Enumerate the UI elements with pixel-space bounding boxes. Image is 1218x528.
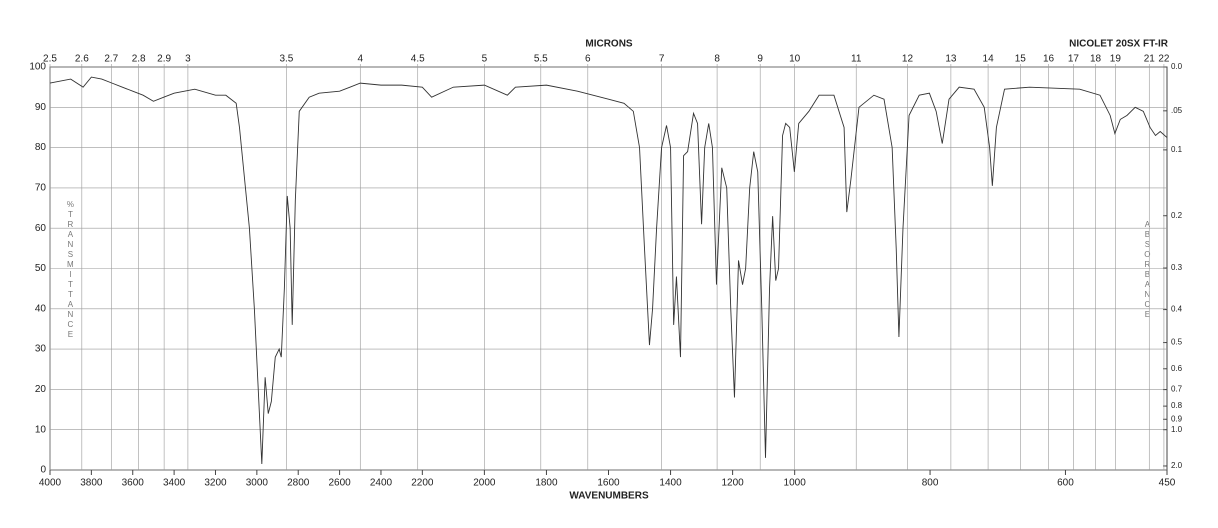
x2-tick-label: 4.5 [411, 54, 425, 65]
y2-tick-label: 0.8 [1171, 401, 1183, 410]
x-tick-label: 2800 [287, 478, 310, 489]
y2-tick-label: .05 [1171, 106, 1183, 115]
x2-tick-label: 2.8 [132, 54, 146, 65]
y-tick-label: 20 [35, 384, 47, 395]
x2-tick-label: 19 [1110, 54, 1122, 65]
instrument-label: NICOLET 20SX FT-IR [1069, 39, 1169, 50]
y-tick-label: 60 [35, 223, 47, 234]
y-tick-label: 70 [35, 183, 47, 194]
y-tick-label: 30 [35, 344, 47, 355]
x2-tick-label: 2.9 [157, 54, 171, 65]
x-tick-label: 3800 [80, 478, 103, 489]
y2-tick-label: 0.3 [1171, 263, 1183, 272]
y-tick-label: 100 [29, 62, 46, 73]
x2-tick-label: 4 [357, 54, 363, 65]
y2-tick-label: 0.1 [1171, 145, 1183, 154]
x-tick-label: 3000 [246, 478, 269, 489]
y2-tick-label: 2.0 [1171, 461, 1183, 470]
x2-tick-label: 8 [714, 54, 720, 65]
x-tick-label: 3600 [122, 478, 145, 489]
x2-tick-label: 3 [185, 54, 191, 65]
y-tick-label: 50 [35, 263, 47, 274]
x2-tick-label: 2.5 [43, 54, 57, 65]
y2-tick-label: 0.4 [1171, 305, 1183, 314]
x-tick-label: 3200 [204, 478, 227, 489]
y2-tick-label: 0.7 [1171, 385, 1183, 394]
x2-tick-label: 14 [983, 54, 995, 65]
y-tick-label: 80 [35, 142, 47, 153]
y-axis-title: %TRANSMITTANCE [66, 200, 75, 340]
x-tick-label: 3400 [163, 478, 186, 489]
x2-tick-label: 3.5 [279, 54, 293, 65]
x-tick-label: 2600 [328, 478, 351, 489]
y2-tick-label: 0.6 [1171, 364, 1183, 373]
x2-tick-label: 6 [585, 54, 591, 65]
x-tick-label: 4000 [39, 478, 62, 489]
x-tick-label: 2200 [411, 478, 434, 489]
x-tick-label: 1800 [535, 478, 558, 489]
y2-axis-title: ABSORBANCE [1143, 220, 1152, 320]
x-tick-label: 600 [1057, 478, 1074, 489]
y-tick-label: 10 [35, 424, 47, 435]
x-tick-label: 1200 [721, 478, 744, 489]
y-tick-label: 0 [40, 465, 46, 476]
x2-tick-label: 17 [1068, 54, 1080, 65]
x-tick-label: 450 [1159, 478, 1176, 489]
x-axis-title: WAVENUMBERS [569, 491, 649, 502]
x-tick-label: 1400 [659, 478, 682, 489]
x-tick-label: 2000 [473, 478, 496, 489]
x2-tick-label: 15 [1015, 54, 1027, 65]
x-tick-label: 2400 [370, 478, 393, 489]
x2-tick-label: 21 [1144, 54, 1156, 65]
y2-tick-label: 0.2 [1171, 211, 1183, 220]
x2-tick-label: 5 [482, 54, 488, 65]
y2-tick-label: 0.9 [1171, 414, 1183, 423]
x2-tick-label: 7 [659, 54, 665, 65]
x2-tick-label: 11 [851, 54, 862, 65]
x2-tick-label: 5.5 [534, 54, 548, 65]
x2-tick-label: 2.7 [104, 54, 118, 65]
x2-tick-label: 16 [1043, 54, 1055, 65]
top-axis-title: MICRONS [585, 39, 633, 50]
x2-tick-label: 13 [945, 54, 957, 65]
y2-tick-label: 0.5 [1171, 338, 1183, 347]
x2-tick-label: 2.6 [75, 54, 89, 65]
x2-tick-label: 22 [1158, 54, 1170, 65]
x2-tick-label: 9 [757, 54, 763, 65]
spectrum-line [49, 76, 1168, 464]
x2-tick-label: 10 [789, 54, 801, 65]
y2-tick-label: 0.0 [1171, 62, 1183, 71]
y-tick-label: 40 [35, 303, 47, 314]
x-tick-label: 1000 [784, 478, 807, 489]
y-tick-label: 90 [35, 102, 47, 113]
x-tick-label: 1600 [597, 478, 620, 489]
y2-tick-label: 1.0 [1171, 425, 1183, 434]
x-tick-label: 800 [922, 478, 939, 489]
x2-tick-label: 18 [1090, 54, 1102, 65]
x2-tick-label: 12 [902, 54, 914, 65]
